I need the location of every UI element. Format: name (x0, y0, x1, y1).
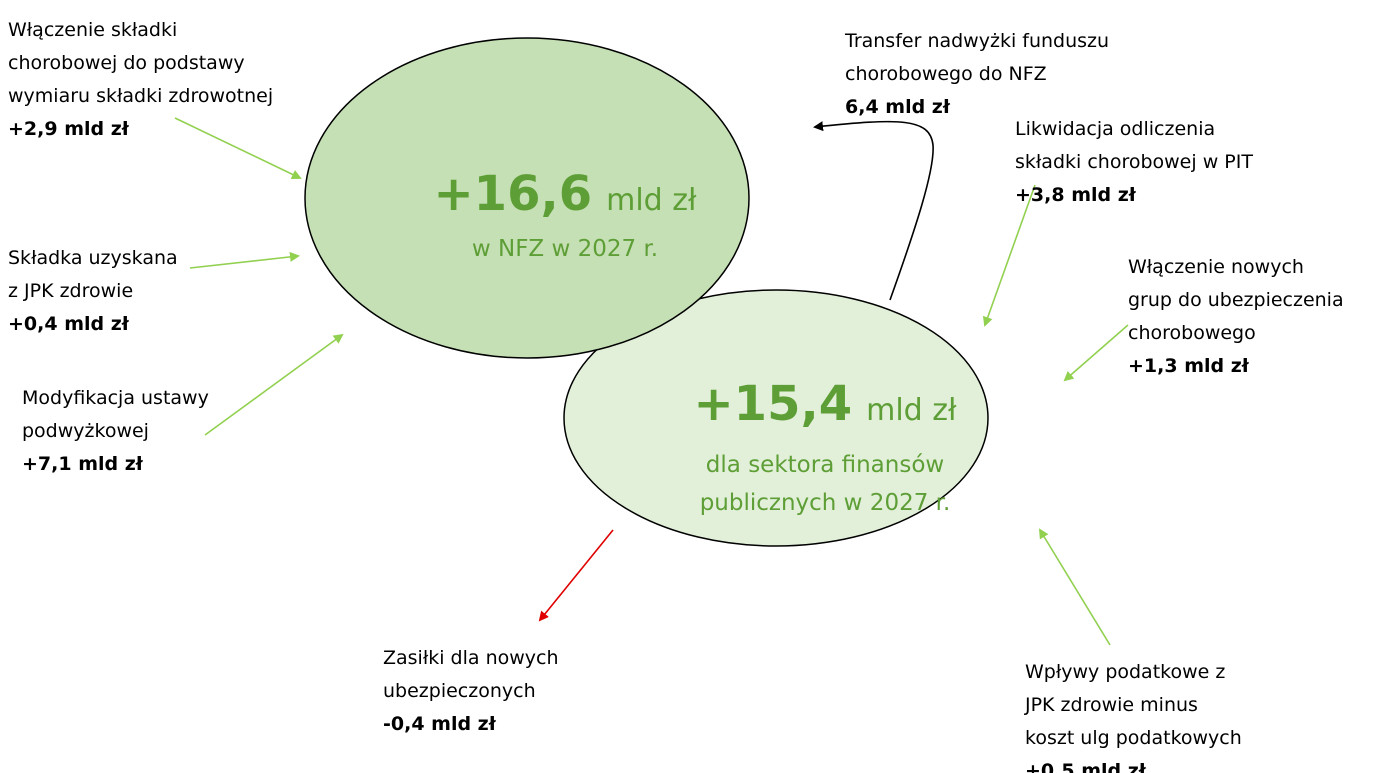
item-text: Włączenie składki (8, 19, 177, 41)
nfz-total: +16,6 mld zł (433, 166, 697, 222)
sector-value: +15,4 (693, 376, 852, 432)
item-text: składki chorobowej w PIT (1015, 151, 1253, 173)
arrow (982, 184, 1036, 327)
nfz-unit: mld zł (606, 183, 697, 218)
item-text: Zasiłki dla nowych (383, 647, 559, 669)
item-text: Transfer nadwyżki funduszu (844, 30, 1109, 52)
item-amount: +2,9 mld zł (8, 118, 130, 140)
sector-unit: mld zł (866, 393, 957, 428)
nfz-ellipse (304, 37, 750, 359)
transfer-arrow (813, 120, 934, 301)
item-amount: +0,5 mld zł (1025, 760, 1147, 773)
items: Włączenie składki chorobowej do podstawy w… (8, 19, 1344, 773)
item-amount: +1,3 mld zł (1128, 355, 1250, 377)
item-text: Wpływy podatkowe z (1025, 661, 1225, 683)
item-text: wymiaru składki zdrowotnej (8, 85, 273, 107)
item-amount: +3,8 mld zł (1015, 184, 1137, 206)
item-text: Likwidacja odliczenia (1015, 118, 1215, 140)
item-text: JPK zdrowie minus (1024, 694, 1198, 716)
nfz-value: +16,6 (433, 166, 592, 222)
item-text: ubezpieczonych (383, 680, 536, 702)
item-text: chorobowego (1128, 322, 1256, 344)
sector-caption: dla sektora finansów (706, 452, 944, 478)
sector-total: +15,4 mld zł (693, 376, 957, 432)
nfz-caption: w NFZ w 2027 r. (472, 236, 658, 262)
item-text: Modyfikacja ustawy (22, 387, 209, 409)
item-text: Składka uzyskana (8, 247, 178, 269)
item-amount: +7,1 mld zł (22, 453, 144, 475)
sector-caption: publicznych w 2027 r. (700, 490, 951, 516)
arrow (1038, 528, 1111, 646)
item-text: chorobowej do podstawy (8, 52, 245, 74)
arrow (174, 117, 302, 180)
arrow (204, 333, 344, 436)
arrow (189, 251, 300, 269)
arrow (538, 529, 614, 622)
item-text: z JPK zdrowie (8, 280, 133, 302)
item-text: grup do ubezpieczenia (1128, 289, 1344, 311)
item-text: Włączenie nowych (1128, 256, 1304, 278)
item-amount: +0,4 mld zł (8, 313, 130, 335)
sector-ellipse (563, 289, 989, 547)
item-text: chorobowego do NFZ (845, 63, 1047, 85)
item-text: koszt ulg podatkowych (1025, 727, 1242, 749)
item-amount: -0,4 mld zł (383, 713, 497, 735)
item-amount: 6,4 mld zł (845, 96, 951, 118)
item-text: podwyżkowej (22, 420, 149, 442)
arrow (1063, 324, 1129, 382)
